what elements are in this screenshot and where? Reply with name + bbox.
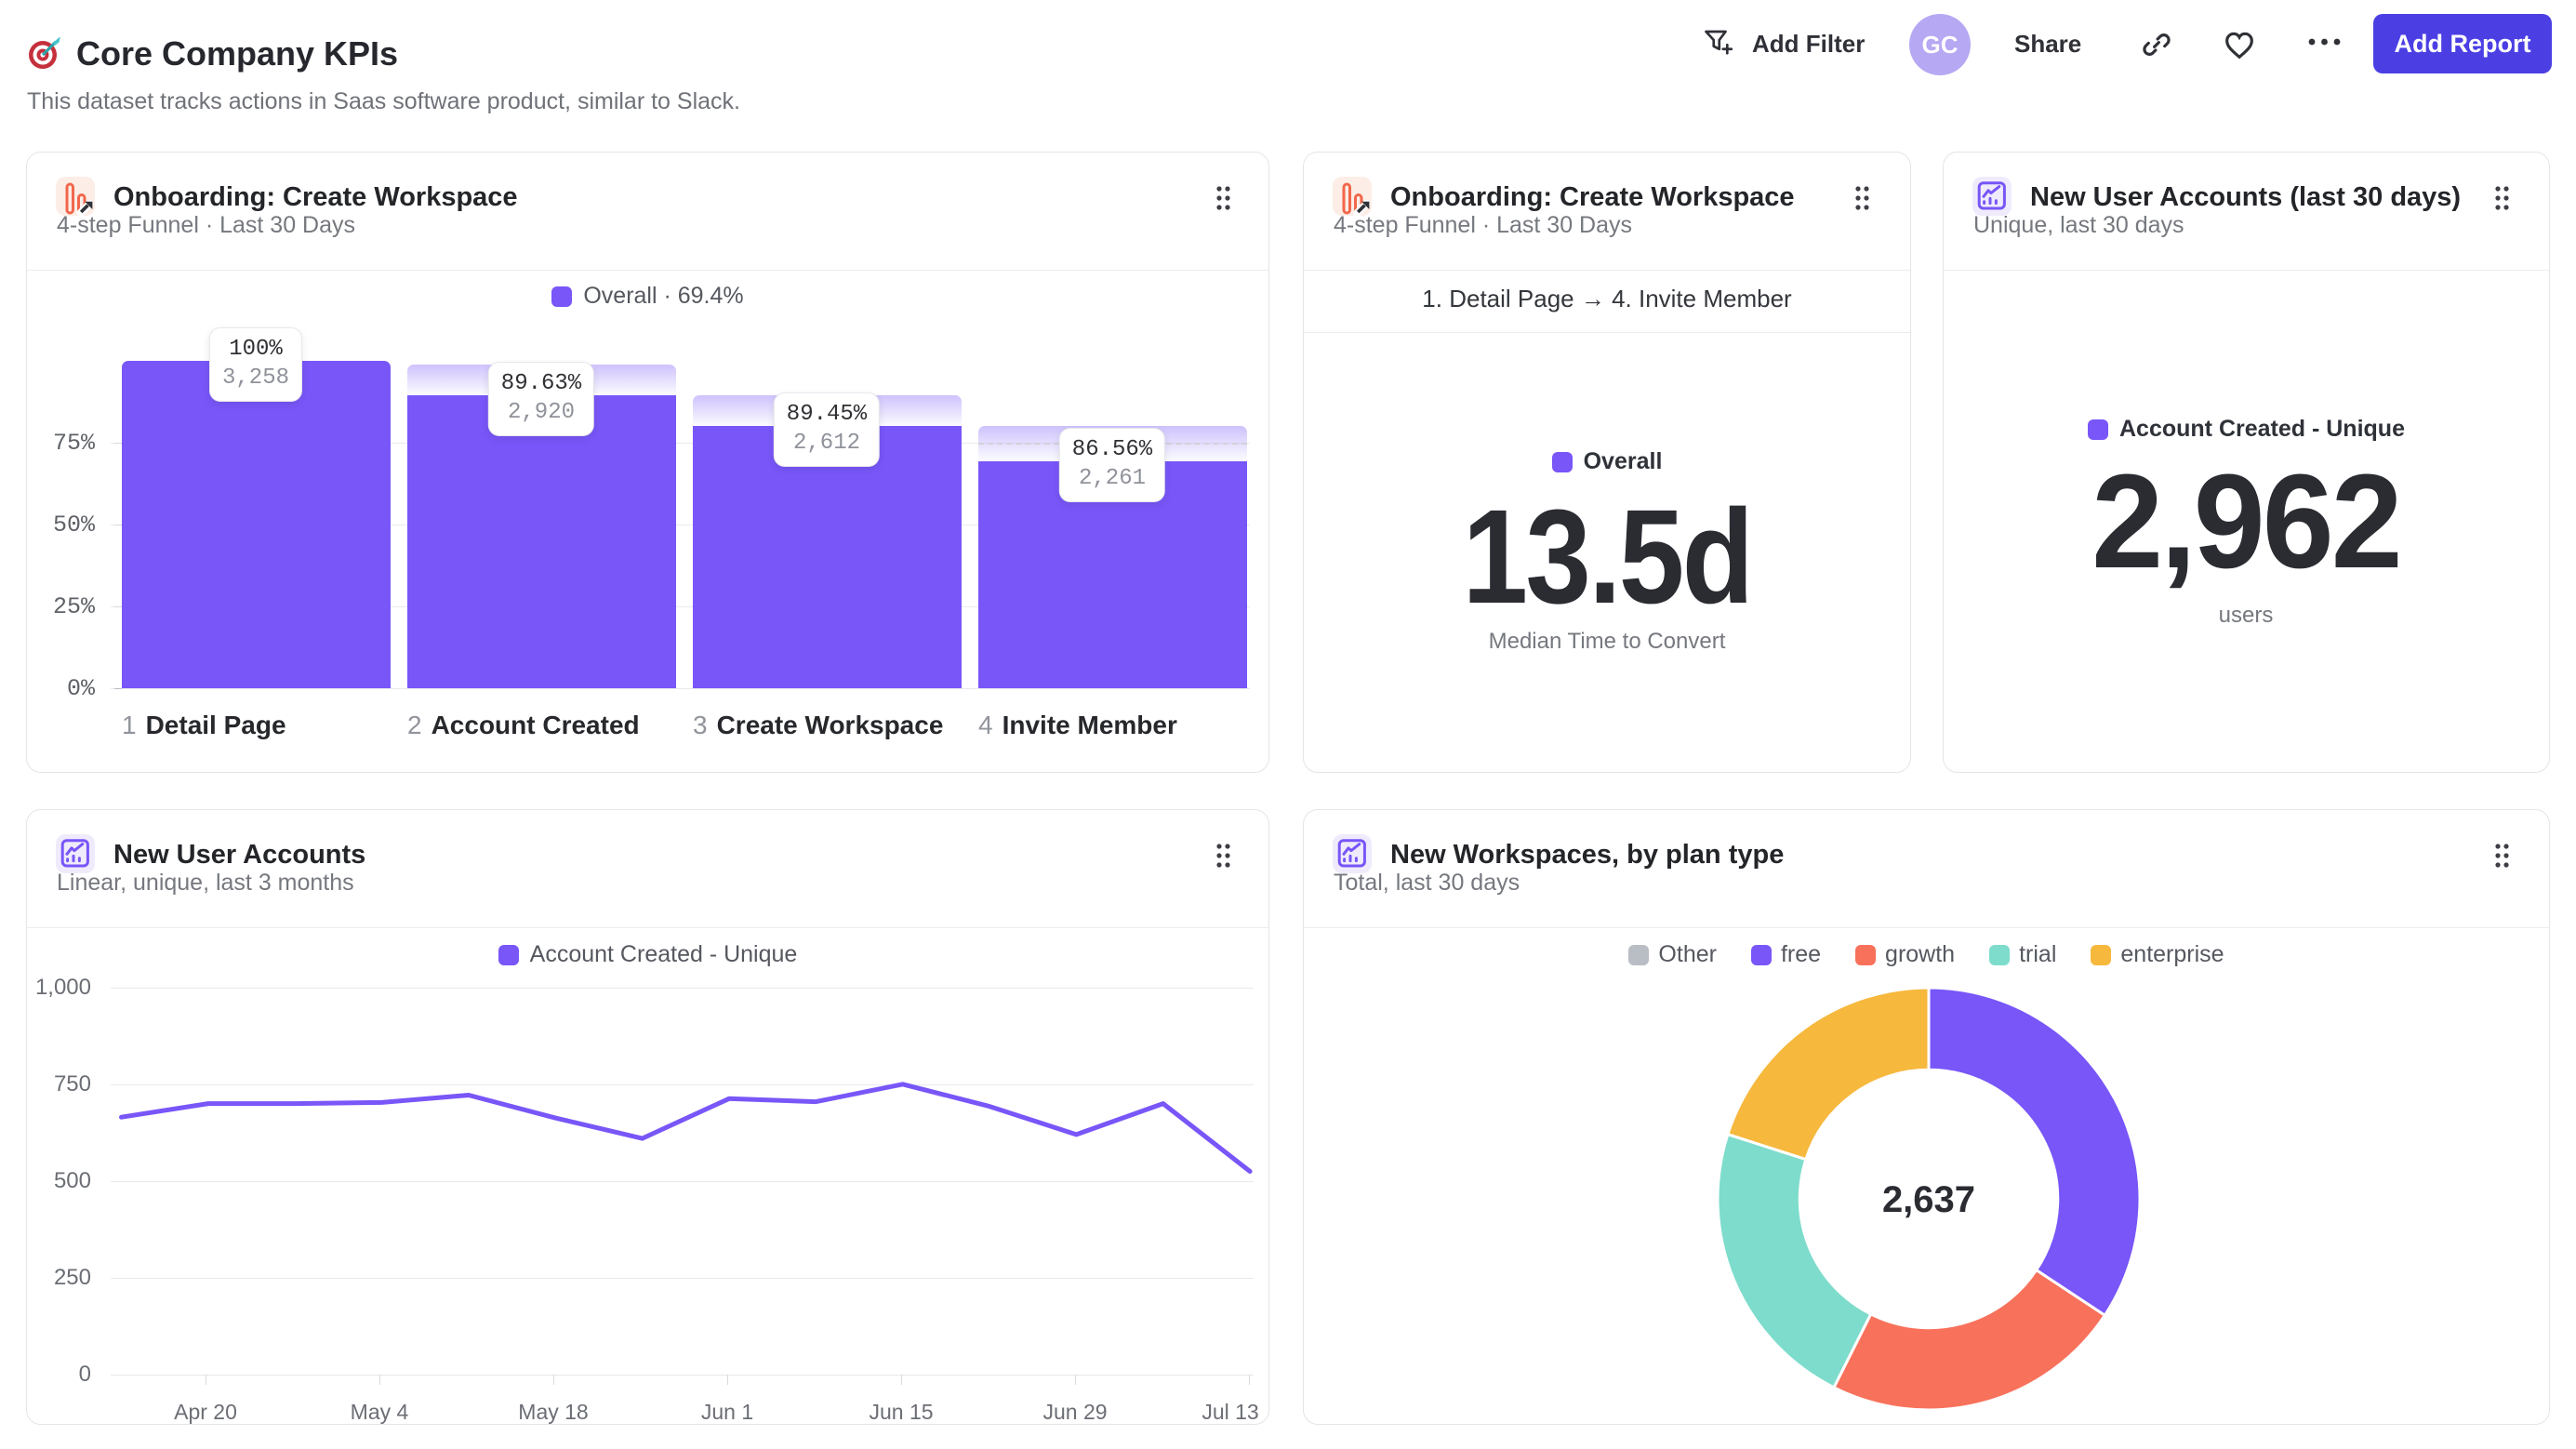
svg-text:2,637: 2,637 [1882, 1179, 1975, 1220]
